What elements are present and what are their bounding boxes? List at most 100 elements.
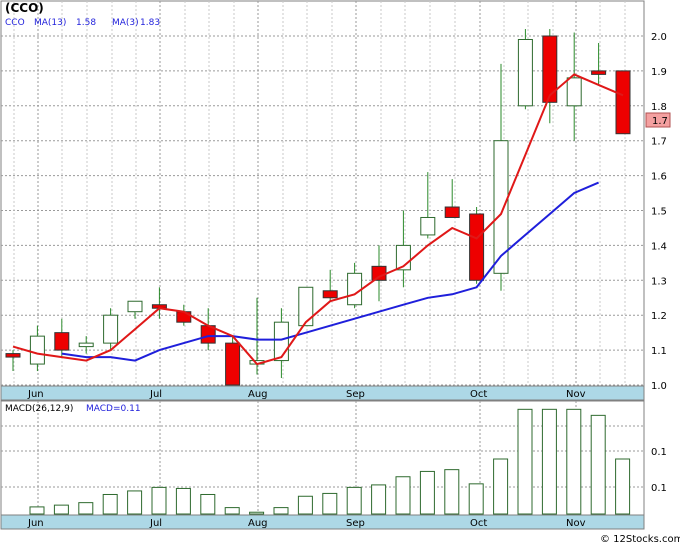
- candle: [371, 245, 387, 302]
- price-y-tick: 1.9: [651, 67, 667, 78]
- macd-y-axis: 0.1 0.1: [651, 447, 667, 494]
- price-x-axis: Jun Jul Aug Sep Oct Nov: [27, 389, 586, 400]
- price-month-label: Nov: [566, 389, 586, 400]
- candle: [493, 63, 509, 291]
- macd-bar: [371, 484, 387, 515]
- candle: [225, 336, 241, 386]
- macd-bar: [468, 483, 484, 515]
- macd-bar: [419, 470, 435, 515]
- candle-body: [29, 335, 45, 365]
- macd-month-label: Jun: [27, 518, 44, 529]
- candle: [298, 286, 314, 327]
- price-y-axis: 1.0 1.1 1.2 1.3 1.4 1.5 1.6 1.7 1.8 1.9 2.0: [651, 32, 667, 392]
- candle: [542, 29, 558, 124]
- candle-body: [420, 216, 436, 236]
- macd-y-tick: 0.1: [651, 447, 667, 458]
- candle: [200, 308, 216, 351]
- candle-body: [54, 332, 70, 351]
- candle: [322, 269, 338, 302]
- macd-bar: [249, 511, 265, 515]
- legend-ma3-label: MA(3): [112, 18, 139, 28]
- candle-body: [444, 206, 460, 218]
- price-y-tick: 1.7: [651, 137, 667, 148]
- chart-title: (CCO): [5, 1, 44, 15]
- candle-body: [298, 286, 314, 327]
- price-y-tick: 1.3: [651, 276, 667, 287]
- candle-body: [78, 342, 94, 348]
- macd-bars: [29, 408, 631, 515]
- macd-bar: [127, 490, 143, 515]
- price-y-tick: 1.5: [651, 207, 667, 218]
- candle-body: [5, 353, 21, 358]
- candle: [517, 29, 533, 110]
- price-y-tick: 2.0: [651, 32, 667, 43]
- legend-ma3-value: 1.83: [140, 18, 160, 28]
- candle-body: [273, 321, 289, 362]
- macd-bar: [346, 486, 362, 515]
- price-month-label: Aug: [248, 389, 268, 400]
- macd-bar: [590, 414, 606, 515]
- price-month-label: Oct: [470, 389, 487, 400]
- candle-body: [322, 290, 338, 299]
- price-y-tick: 1.6: [651, 172, 667, 183]
- candle: [54, 318, 70, 358]
- candle: [615, 70, 631, 135]
- price-y-tick: 1.2: [651, 311, 667, 322]
- candle-body: [591, 70, 607, 75]
- price-x-axis-band: [0, 385, 645, 401]
- price-y-tick: 1.0: [651, 381, 667, 392]
- last-price-box: [645, 112, 671, 128]
- macd-bar: [566, 408, 582, 515]
- macd-month-label: Aug: [248, 518, 268, 529]
- candle-body: [493, 140, 509, 274]
- macd-bar: [29, 506, 45, 515]
- price-month-label: Sep: [346, 389, 365, 400]
- price-month-label: Jun: [27, 389, 44, 400]
- candle: [29, 325, 45, 372]
- macd-x-axis: Jun Jul Aug Sep Oct Nov: [27, 518, 586, 529]
- last-price-label: 1.7: [652, 116, 668, 127]
- candle: [420, 172, 436, 239]
- macd-legend: MACD=0.11: [86, 404, 141, 414]
- price-panel: 1.01.11.21.31.41.51.61.71.81.92.0 (CCO) …: [0, 0, 671, 392]
- macd-month-label: Oct: [470, 518, 487, 529]
- candle: [566, 32, 582, 141]
- last-price-marker: 1.7: [645, 112, 671, 128]
- macd-month-label: Jul: [149, 518, 162, 529]
- price-y-tick: 1.8: [651, 102, 667, 113]
- candle-body: [566, 77, 582, 107]
- macd-bar: [395, 476, 411, 515]
- candle: [444, 179, 460, 218]
- macd-month-label: Nov: [566, 518, 586, 529]
- macd-bar: [493, 458, 509, 515]
- legend-ma13-label: MA(13): [34, 18, 66, 28]
- candle-body: [347, 272, 363, 306]
- candle: [127, 300, 143, 319]
- ma3-line: [12, 73, 624, 366]
- candles: [5, 29, 631, 386]
- price-month-label: Jul: [149, 389, 162, 400]
- macd-bar: [273, 507, 289, 515]
- candle-body: [225, 342, 241, 386]
- candle: [469, 207, 485, 284]
- candle: [103, 308, 119, 351]
- candle-body: [103, 314, 119, 344]
- macd-title: MACD(26,12,9): [5, 404, 73, 414]
- macd-bar: [615, 458, 631, 515]
- candle: [591, 42, 607, 85]
- legend-ticker: CCO: [5, 18, 25, 28]
- macd-bar: [322, 492, 338, 515]
- macd-bar: [53, 504, 69, 515]
- price-y-tick: 1.1: [651, 346, 667, 357]
- ma13-line: [61, 181, 599, 362]
- candle-body: [469, 213, 485, 281]
- macd-bar: [297, 495, 313, 515]
- macd-bar: [151, 486, 167, 515]
- candle-body: [371, 265, 387, 281]
- macd-bar: [224, 507, 240, 515]
- macd-x-axis-band: [0, 514, 645, 530]
- candle-body: [176, 311, 192, 323]
- candle-body: [127, 300, 143, 313]
- candle: [347, 262, 363, 309]
- macd-y-tick: 0.1: [651, 483, 667, 494]
